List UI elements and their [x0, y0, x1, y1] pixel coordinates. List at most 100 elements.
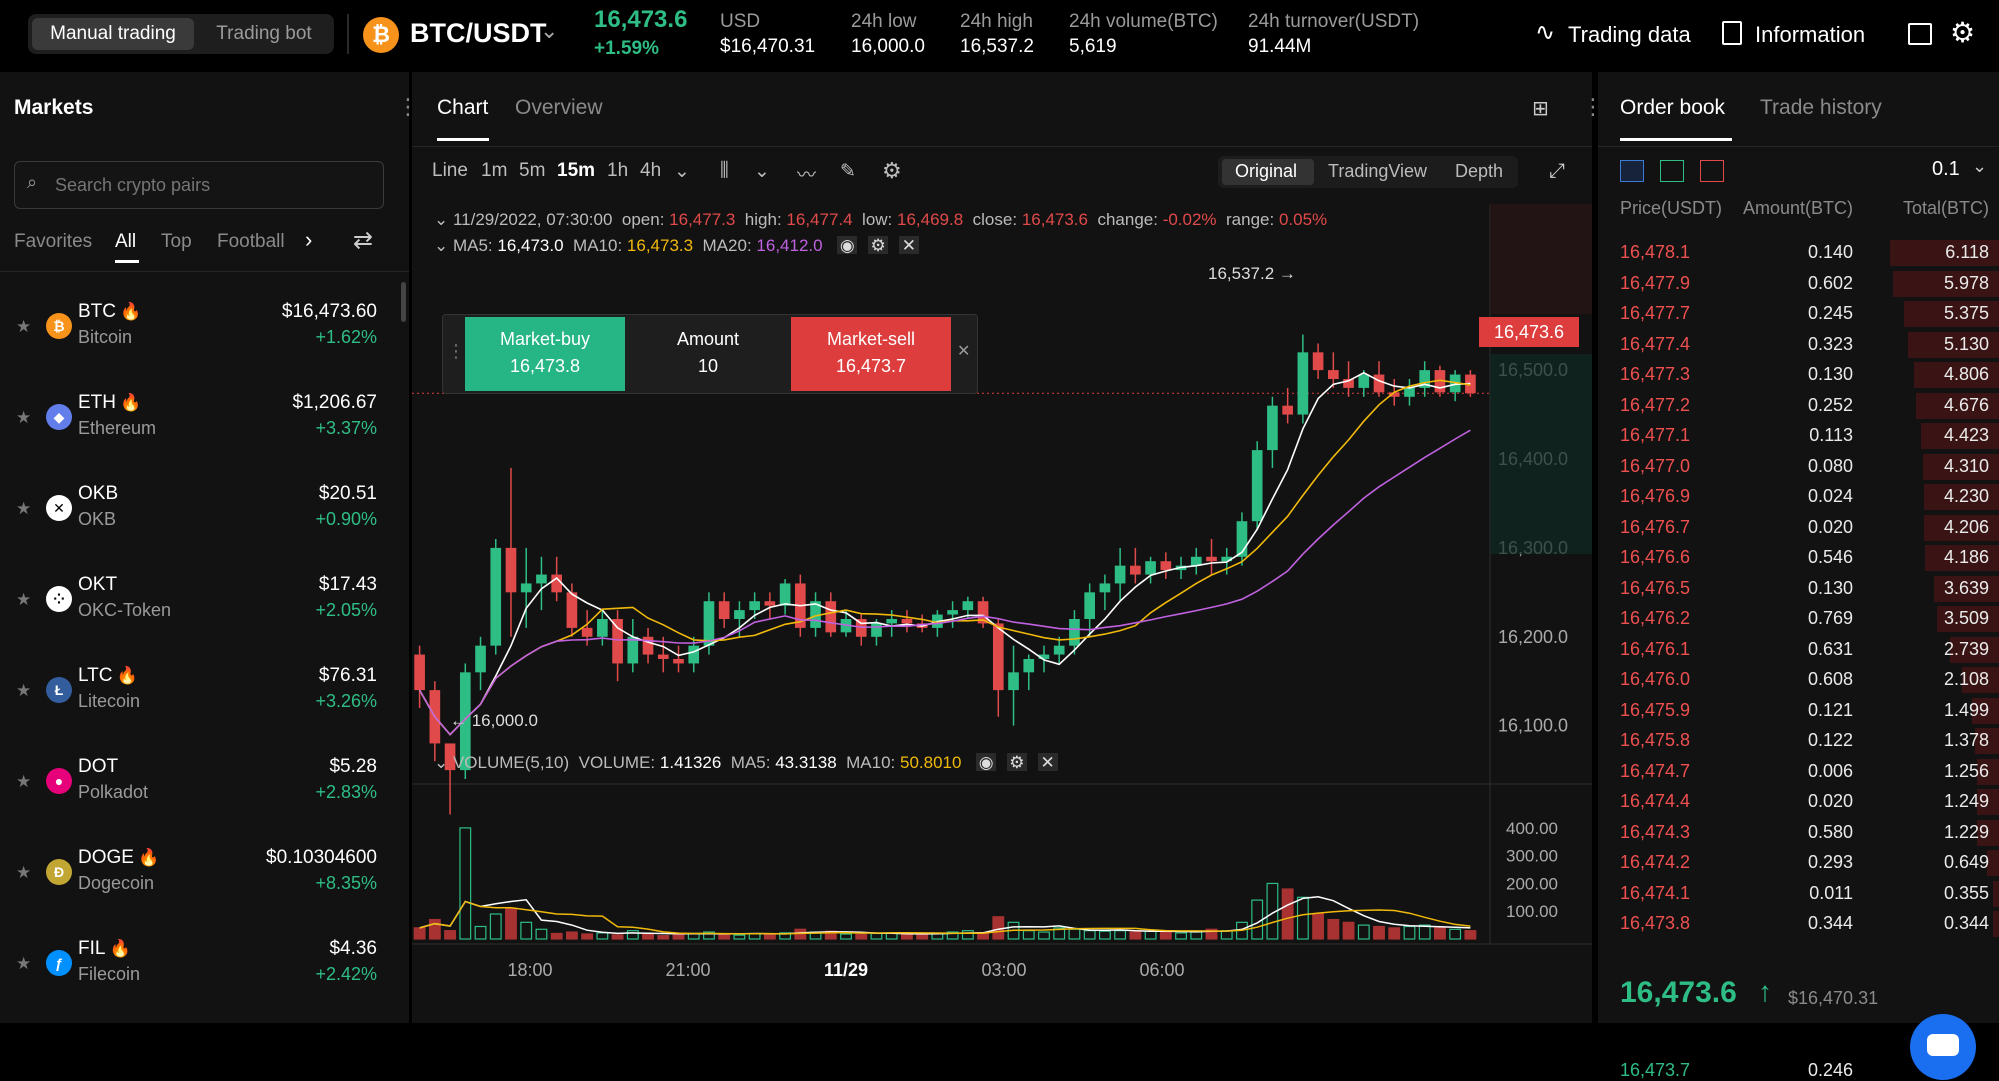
view-tradingview[interactable]: TradingView — [1328, 161, 1428, 181]
ask-row[interactable]: 16,477.9 0.602 5.978 — [1598, 269, 1999, 299]
candle-type-icon[interactable]: ⫼ — [720, 160, 729, 181]
tab-all[interactable]: All — [115, 231, 137, 252]
eye-icon[interactable]: ◉ — [837, 236, 858, 255]
star-icon[interactable]: ★ — [16, 499, 32, 518]
ask-row[interactable]: 16,474.2 0.293 0.649 — [1598, 848, 1999, 878]
view-original[interactable]: Original — [1235, 161, 1298, 181]
star-icon[interactable]: ★ — [16, 408, 32, 427]
market-row[interactable]: ★ ƒ FIL 🔥 Filecoin $4.36 +2.42% — [0, 926, 409, 1017]
fullscreen-icon[interactable]: ⤢ — [1549, 160, 1565, 182]
grid-icon[interactable]: ⊞ — [1532, 98, 1549, 120]
precision-select[interactable]: 0.1 — [1932, 158, 1960, 180]
market-row[interactable]: ★ ◆ ETH 🔥 Ethereum $1,206.67 +3.37% — [0, 380, 409, 471]
view-bids-icon[interactable] — [1660, 160, 1684, 182]
search-input[interactable] — [53, 170, 367, 200]
market-row[interactable]: ★ Ð DOGE 🔥 Dogecoin $0.10304600 +8.35% — [0, 835, 409, 926]
view-both-icon[interactable] — [1620, 160, 1644, 182]
document-icon — [1722, 21, 1742, 45]
timeframe-15m[interactable]: 15m — [557, 160, 596, 181]
ask-row[interactable]: 16,473.8 0.344 0.344 — [1598, 909, 1999, 939]
chevron-down-icon[interactable]: ⌄ — [434, 236, 453, 255]
tab-chart[interactable]: Chart — [437, 96, 489, 119]
pair-selector[interactable]: BTC/USDT — [410, 18, 547, 48]
star-icon[interactable]: ★ — [16, 954, 32, 973]
chevron-down-icon[interactable]: ⌄ — [434, 210, 453, 229]
timeframe-1m[interactable]: 1m — [481, 160, 508, 181]
gear-icon[interactable]: ⚙ — [1006, 753, 1027, 772]
ask-row[interactable]: 16,476.1 0.631 2.739 — [1598, 635, 1999, 665]
ask-row[interactable]: 16,474.7 0.006 1.256 — [1598, 757, 1999, 787]
close-icon[interactable]: ✕ — [957, 343, 971, 360]
tab-manual-trading[interactable]: Manual trading — [32, 18, 194, 50]
search-box[interactable]: ⌕ — [14, 161, 384, 209]
layout-icon[interactable] — [1908, 23, 1932, 45]
ask-row[interactable]: 16,476.6 0.546 4.186 — [1598, 543, 1999, 573]
eye-icon[interactable]: ◉ — [976, 753, 997, 772]
chevron-down-icon[interactable]: ⌄ — [434, 753, 453, 772]
view-asks-icon[interactable] — [1700, 160, 1724, 182]
indicator-icon[interactable]: 〰 — [797, 165, 817, 186]
ask-row[interactable]: 16,474.4 0.020 1.249 — [1598, 787, 1999, 817]
ask-row[interactable]: 16,476.5 0.130 3.639 — [1598, 574, 1999, 604]
chevron-down-icon[interactable]: ⌄ — [540, 18, 559, 43]
ask-row[interactable]: 16,476.7 0.020 4.206 — [1598, 513, 1999, 543]
tab-favorites[interactable]: Favorites — [14, 231, 93, 252]
ma10-label: MA10: — [573, 236, 623, 255]
tab-trade-history[interactable]: Trade history — [1760, 96, 1882, 119]
market-buy-button[interactable]: Market-buy 16,473.8 — [465, 317, 625, 391]
close-icon[interactable]: ✕ — [1037, 753, 1058, 772]
ask-row[interactable]: 16,477.2 0.252 4.676 — [1598, 391, 1999, 421]
gear-icon[interactable]: ⚙ — [868, 236, 889, 255]
star-icon[interactable]: ★ — [16, 863, 32, 882]
ask-row[interactable]: 16,476.0 0.608 2.108 — [1598, 665, 1999, 695]
ask-row[interactable]: 16,477.1 0.113 4.423 — [1598, 421, 1999, 451]
ask-row[interactable]: 16,475.8 0.122 1.378 — [1598, 726, 1999, 756]
chevron-down-icon[interactable]: ⌄ — [674, 161, 690, 182]
timeframe-5m[interactable]: 5m — [519, 160, 546, 181]
ask-row[interactable]: 16,477.4 0.323 5.130 — [1598, 330, 1999, 360]
chat-support-button[interactable] — [1910, 1014, 1976, 1080]
tab-trading-bot[interactable]: Trading bot — [216, 23, 312, 44]
tab-football[interactable]: Football — [217, 231, 285, 252]
chart-settings-icon[interactable]: ⚙ — [882, 158, 902, 183]
ask-row[interactable]: 16,474.1 0.011 0.355 — [1598, 879, 1999, 909]
market-sell-button[interactable]: Market-sell 16,473.7 — [791, 317, 951, 391]
draw-tool-icon[interactable]: ✎ — [840, 161, 856, 182]
tab-orderbook[interactable]: Order book — [1620, 96, 1726, 119]
view-depth[interactable]: Depth — [1455, 161, 1504, 181]
ask-row[interactable]: 16,477.3 0.130 4.806 — [1598, 360, 1999, 390]
ask-row[interactable]: 16,474.3 0.580 1.229 — [1598, 818, 1999, 848]
candlestick-chart[interactable]: 16,500.016,400.016,300.016,200.016,100.0… — [412, 204, 1592, 1023]
market-row[interactable]: ★ ✕ OKB OKB $20.51 +0.90% — [0, 471, 409, 562]
star-icon[interactable]: ★ — [16, 681, 32, 700]
chevron-down-icon[interactable]: ⌄ — [754, 161, 770, 182]
ask-row[interactable]: 16,475.9 0.121 1.499 — [1598, 696, 1999, 726]
market-row[interactable]: ★ ● DOT Polkadot $5.28 +2.83% — [0, 744, 409, 835]
tab-top[interactable]: Top — [161, 231, 192, 252]
timeframe-1h[interactable]: 1h — [607, 160, 629, 181]
tab-overview[interactable]: Overview — [515, 96, 603, 119]
market-row[interactable]: ★ ⁘ OKT OKC-Token $17.43 +2.05% — [0, 562, 409, 653]
trading-data-link[interactable]: Trading data — [1568, 22, 1691, 47]
swap-icon[interactable]: ⇄ — [353, 227, 374, 254]
information-link[interactable]: Information — [1755, 22, 1866, 47]
chevron-right-icon[interactable]: › — [305, 227, 313, 252]
ask-row[interactable]: 16,478.1 0.140 6.118 — [1598, 238, 1999, 268]
settings-gear-icon[interactable]: ⚙ — [1950, 17, 1976, 48]
ask-row[interactable]: 16,476.2 0.769 3.509 — [1598, 604, 1999, 634]
market-row[interactable]: ★ Ł LTC 🔥 Litecoin $76.31 +3.26% — [0, 653, 409, 744]
close-icon[interactable]: ✕ — [898, 236, 919, 255]
chevron-down-icon[interactable]: ⌄ — [1972, 156, 1988, 176]
scrollbar[interactable] — [401, 282, 406, 322]
market-row[interactable]: ★ ₿ BTC 🔥 Bitcoin $16,473.60 +1.62% — [0, 289, 409, 380]
star-icon[interactable]: ★ — [16, 317, 32, 336]
timeframe-line[interactable]: Line — [432, 160, 468, 181]
star-icon[interactable]: ★ — [16, 590, 32, 609]
ask-row[interactable]: 16,477.7 0.245 5.375 — [1598, 299, 1999, 329]
ask-row[interactable]: 16,476.9 0.024 4.230 — [1598, 482, 1999, 512]
drag-handle-icon[interactable]: ⋮ — [447, 341, 465, 361]
amount-field[interactable]: Amount 10 — [627, 317, 789, 391]
timeframe-4h[interactable]: 4h — [640, 160, 662, 181]
star-icon[interactable]: ★ — [16, 772, 32, 791]
ask-row[interactable]: 16,477.0 0.080 4.310 — [1598, 452, 1999, 482]
